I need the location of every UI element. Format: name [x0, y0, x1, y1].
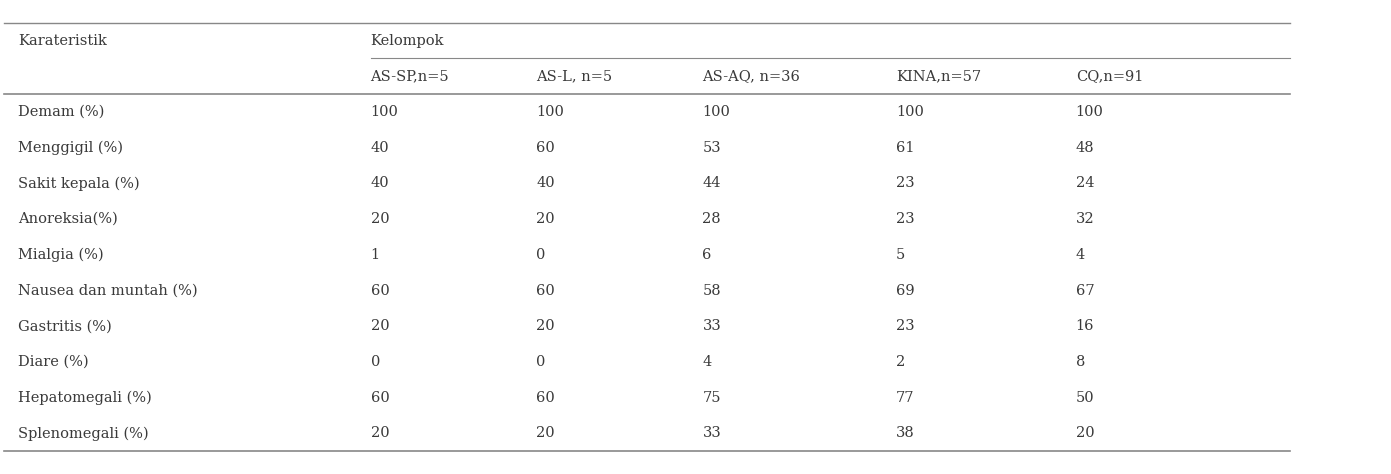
Text: 38: 38 — [896, 426, 915, 440]
Text: Kelompok: Kelompok — [370, 34, 444, 48]
Text: Gastritis (%): Gastritis (%) — [18, 319, 111, 333]
Text: 40: 40 — [370, 141, 389, 155]
Text: 77: 77 — [896, 391, 914, 405]
Text: 20: 20 — [370, 319, 389, 333]
Text: AS-AQ, n=36: AS-AQ, n=36 — [702, 69, 800, 83]
Text: 20: 20 — [370, 426, 389, 440]
Text: 40: 40 — [370, 176, 389, 191]
Text: 5: 5 — [896, 248, 906, 262]
Text: Nausea dan muntah (%): Nausea dan muntah (%) — [18, 283, 198, 298]
Text: 0: 0 — [537, 248, 545, 262]
Text: 69: 69 — [896, 283, 915, 298]
Text: Hepatomegali (%): Hepatomegali (%) — [18, 391, 152, 405]
Text: 8: 8 — [1075, 355, 1085, 369]
Text: AS-SP,n=5: AS-SP,n=5 — [370, 69, 449, 83]
Text: 100: 100 — [370, 105, 398, 119]
Text: 16: 16 — [1075, 319, 1095, 333]
Text: 60: 60 — [537, 391, 555, 405]
Text: 20: 20 — [537, 319, 555, 333]
Text: Menggigil (%): Menggigil (%) — [18, 141, 122, 155]
Text: 20: 20 — [1075, 426, 1095, 440]
Text: 20: 20 — [537, 426, 555, 440]
Text: 50: 50 — [1075, 391, 1095, 405]
Text: 23: 23 — [896, 176, 915, 191]
Text: 20: 20 — [370, 212, 389, 226]
Text: 24: 24 — [1075, 176, 1095, 191]
Text: Sakit kepala (%): Sakit kepala (%) — [18, 176, 139, 191]
Text: Demam (%): Demam (%) — [18, 105, 104, 119]
Text: 33: 33 — [702, 426, 721, 440]
Text: 0: 0 — [537, 355, 545, 369]
Text: AS-L, n=5: AS-L, n=5 — [537, 69, 612, 83]
Text: 60: 60 — [370, 283, 389, 298]
Text: 23: 23 — [896, 319, 915, 333]
Text: 2: 2 — [896, 355, 906, 369]
Text: Anoreksia(%): Anoreksia(%) — [18, 212, 118, 226]
Text: 28: 28 — [702, 212, 721, 226]
Text: 32: 32 — [1075, 212, 1095, 226]
Text: 75: 75 — [702, 391, 721, 405]
Text: 40: 40 — [537, 176, 555, 191]
Text: KINA,n=57: KINA,n=57 — [896, 69, 981, 83]
Text: 58: 58 — [702, 283, 721, 298]
Text: 44: 44 — [702, 176, 721, 191]
Text: 48: 48 — [1075, 141, 1095, 155]
Text: 23: 23 — [896, 212, 915, 226]
Text: 100: 100 — [702, 105, 730, 119]
Text: 20: 20 — [537, 212, 555, 226]
Text: 0: 0 — [370, 355, 380, 369]
Text: 60: 60 — [537, 283, 555, 298]
Text: 61: 61 — [896, 141, 914, 155]
Text: 53: 53 — [702, 141, 721, 155]
Text: 4: 4 — [1075, 248, 1085, 262]
Text: 100: 100 — [537, 105, 565, 119]
Text: CQ,n=91: CQ,n=91 — [1075, 69, 1143, 83]
Text: 67: 67 — [1075, 283, 1095, 298]
Text: Diare (%): Diare (%) — [18, 355, 89, 369]
Text: 60: 60 — [370, 391, 389, 405]
Text: 100: 100 — [896, 105, 924, 119]
Text: 60: 60 — [537, 141, 555, 155]
Text: Mialgia (%): Mialgia (%) — [18, 247, 103, 262]
Text: 1: 1 — [370, 248, 380, 262]
Text: 4: 4 — [702, 355, 712, 369]
Text: 100: 100 — [1075, 105, 1103, 119]
Text: Karateristik: Karateristik — [18, 34, 107, 48]
Text: Splenomegali (%): Splenomegali (%) — [18, 426, 149, 440]
Text: 33: 33 — [702, 319, 721, 333]
Text: 6: 6 — [702, 248, 712, 262]
